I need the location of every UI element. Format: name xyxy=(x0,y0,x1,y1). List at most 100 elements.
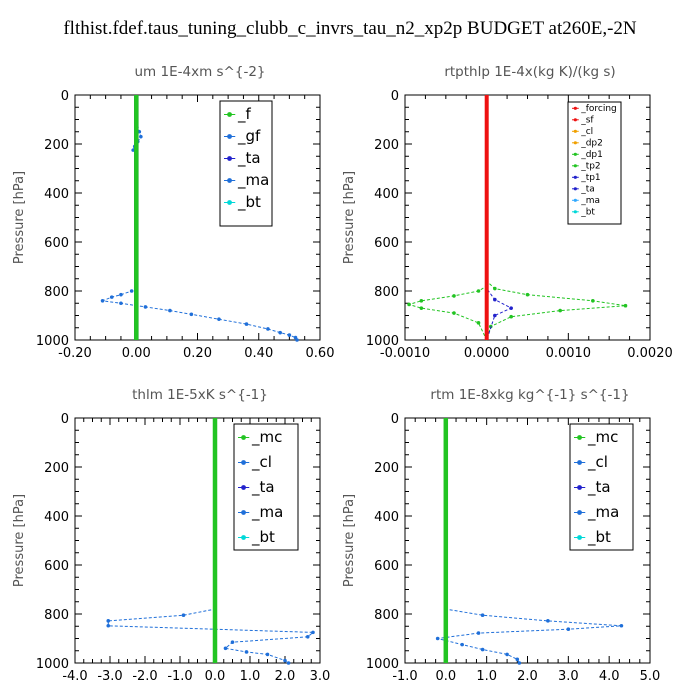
legend-entry: _bt xyxy=(587,528,611,547)
data-point xyxy=(493,297,497,302)
data-point xyxy=(493,313,497,318)
legend-entry: _forcing xyxy=(580,104,617,114)
y-tick-label: 1000 xyxy=(366,334,399,349)
legend-entry: _bt xyxy=(237,193,261,212)
data-point xyxy=(566,627,571,631)
data-point xyxy=(480,613,485,618)
y-axis-label: Pressure [hPa] xyxy=(12,171,27,264)
x-tick-label: 0.0020 xyxy=(627,346,673,361)
legend-entry: _cl xyxy=(251,453,272,472)
y-tick-label: 800 xyxy=(44,608,69,623)
y-tick-label: 0 xyxy=(61,412,69,427)
data-point xyxy=(525,292,530,297)
legend-entry: _bt xyxy=(251,528,275,547)
legend-marker xyxy=(573,152,577,156)
legend-entry: _ma xyxy=(237,171,269,190)
x-tick-label: -4.0 xyxy=(62,669,87,684)
data-point xyxy=(460,642,464,647)
legend-marker xyxy=(577,435,582,440)
legend-marker xyxy=(227,178,232,183)
legend-marker xyxy=(241,485,246,490)
y-axis-label: Pressure [hPa] xyxy=(342,494,357,587)
legend-marker xyxy=(573,175,577,179)
data-point xyxy=(278,330,282,335)
x-tick-label: 0.00 xyxy=(122,346,151,361)
y-tick-label: 400 xyxy=(44,187,69,202)
x-tick-label: -1.0 xyxy=(167,669,192,684)
data-point xyxy=(311,630,315,635)
legend-entry: _ta xyxy=(251,478,275,497)
legend-entry: _ta xyxy=(580,185,595,195)
legend-entry: _ma xyxy=(587,503,619,522)
data-point xyxy=(217,317,221,321)
data-point xyxy=(287,333,292,337)
data-point xyxy=(244,322,249,326)
x-tick-label: 1.0 xyxy=(240,669,261,684)
data-point xyxy=(515,657,520,662)
data-point xyxy=(619,623,624,628)
y-tick-label: 0 xyxy=(61,89,69,104)
legend-marker xyxy=(573,187,577,191)
x-tick-label: 0.0010 xyxy=(546,346,592,361)
chart-panel-3: thlm 1E-5xK s^{-1} Pressure [hPa] -4.0 -3.0… xyxy=(12,387,330,684)
y-tick-label: 0 xyxy=(391,89,399,104)
y-tick-label: 800 xyxy=(374,608,399,623)
series-line-cl xyxy=(107,418,315,664)
legend-entry: _sf xyxy=(580,116,594,126)
x-tick-label: -0.20 xyxy=(58,346,92,361)
x-tick-label: 4.0 xyxy=(599,669,620,684)
data-point xyxy=(189,312,194,317)
data-point xyxy=(476,321,481,325)
y-tick-label: 1000 xyxy=(36,657,69,672)
y-tick-label: 200 xyxy=(44,138,69,153)
y-tick-label: 600 xyxy=(374,236,399,251)
data-point xyxy=(295,338,299,342)
legend-marker xyxy=(573,164,577,168)
data-point xyxy=(106,623,111,628)
legend-marker xyxy=(573,118,577,122)
x-tick-label: 3.0 xyxy=(310,669,331,684)
legend-entry: _f xyxy=(237,105,252,124)
data-point xyxy=(119,292,123,297)
data-point xyxy=(143,305,148,309)
data-point xyxy=(181,613,186,618)
legend-marker xyxy=(227,156,232,161)
legend-marker xyxy=(577,510,582,515)
chart-panel-1: um 1E-4xm s^{-2} Pressure [hPa] -0.20 0.00 0… xyxy=(12,64,334,361)
y-tick-label: 200 xyxy=(44,461,69,476)
data-point xyxy=(480,647,485,652)
y-tick-label: 800 xyxy=(374,285,399,300)
legend-marker xyxy=(577,485,582,490)
legend-entry: _mc xyxy=(587,428,618,447)
plot-frame xyxy=(74,94,321,341)
x-tick-label: -3.0 xyxy=(97,669,122,684)
series-line-tp2 xyxy=(407,95,488,341)
x-tick-label: 2.0 xyxy=(517,669,538,684)
x-tick-label: -1.0 xyxy=(392,669,417,684)
x-tick-label: 0.0 xyxy=(435,669,456,684)
data-point xyxy=(452,311,456,315)
data-point xyxy=(223,646,228,651)
data-point xyxy=(476,631,481,635)
y-tick-label: 400 xyxy=(44,510,69,525)
data-point xyxy=(109,295,114,299)
data-point xyxy=(505,652,509,657)
y-tick-label: 1000 xyxy=(366,657,399,672)
legend-entry: _tp2 xyxy=(580,162,600,172)
legend-marker xyxy=(577,460,582,465)
chart-title: thlm 1E-5xK s^{-1} xyxy=(132,387,268,403)
data-point xyxy=(129,289,134,293)
legend-entry: _ma xyxy=(251,503,283,522)
chart-title: rtm 1E-8xkg kg^{-1} s^{-1} xyxy=(430,387,629,403)
legend-entry: _cl xyxy=(580,127,593,137)
data-point xyxy=(244,650,249,654)
x-tick-label: 1.0 xyxy=(476,669,497,684)
x-tick-label: 0.40 xyxy=(244,346,273,361)
legend-marker xyxy=(241,510,246,515)
data-point xyxy=(305,634,310,639)
legend-marker xyxy=(241,535,246,540)
data-point xyxy=(407,302,411,307)
y-tick-label: 600 xyxy=(44,236,69,251)
chart-panel-4: rtm 1E-8xkg kg^{-1} s^{-1} Pressure [hPa]… xyxy=(342,387,660,684)
legend-marker xyxy=(227,200,232,205)
